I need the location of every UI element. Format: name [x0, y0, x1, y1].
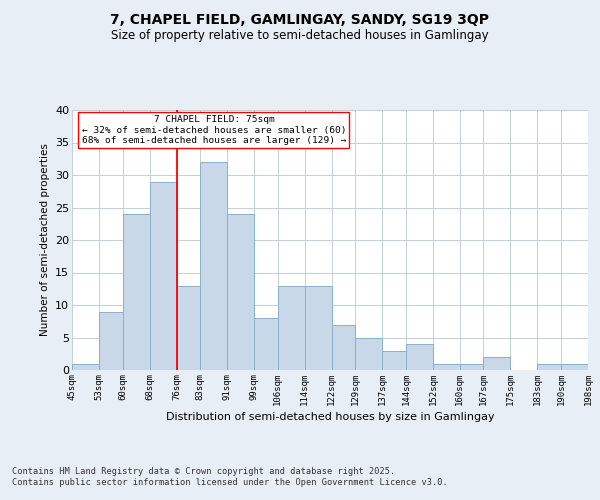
Bar: [433, 364, 460, 370]
Bar: [122, 214, 149, 370]
Text: Distribution of semi-detached houses by size in Gamlingay: Distribution of semi-detached houses by …: [166, 412, 494, 422]
Bar: [176, 286, 200, 370]
Bar: [254, 318, 278, 370]
Text: Size of property relative to semi-detached houses in Gamlingay: Size of property relative to semi-detach…: [111, 29, 489, 42]
Bar: [460, 364, 484, 370]
Bar: [278, 286, 305, 370]
Bar: [484, 357, 511, 370]
Bar: [538, 364, 561, 370]
Text: 7 CHAPEL FIELD: 75sqm
← 32% of semi-detached houses are smaller (60)
68% of semi: 7 CHAPEL FIELD: 75sqm ← 32% of semi-deta…: [82, 115, 346, 145]
Bar: [99, 312, 122, 370]
Bar: [227, 214, 254, 370]
Text: Contains HM Land Registry data © Crown copyright and database right 2025.
Contai: Contains HM Land Registry data © Crown c…: [12, 468, 448, 487]
Text: 7, CHAPEL FIELD, GAMLINGAY, SANDY, SG19 3QP: 7, CHAPEL FIELD, GAMLINGAY, SANDY, SG19 …: [110, 12, 490, 26]
Bar: [305, 286, 332, 370]
Y-axis label: Number of semi-detached properties: Number of semi-detached properties: [40, 144, 50, 336]
Bar: [355, 338, 382, 370]
Bar: [200, 162, 227, 370]
Bar: [72, 364, 99, 370]
Bar: [561, 364, 588, 370]
Bar: [382, 350, 406, 370]
Bar: [149, 182, 176, 370]
Bar: [406, 344, 433, 370]
Bar: [332, 324, 355, 370]
